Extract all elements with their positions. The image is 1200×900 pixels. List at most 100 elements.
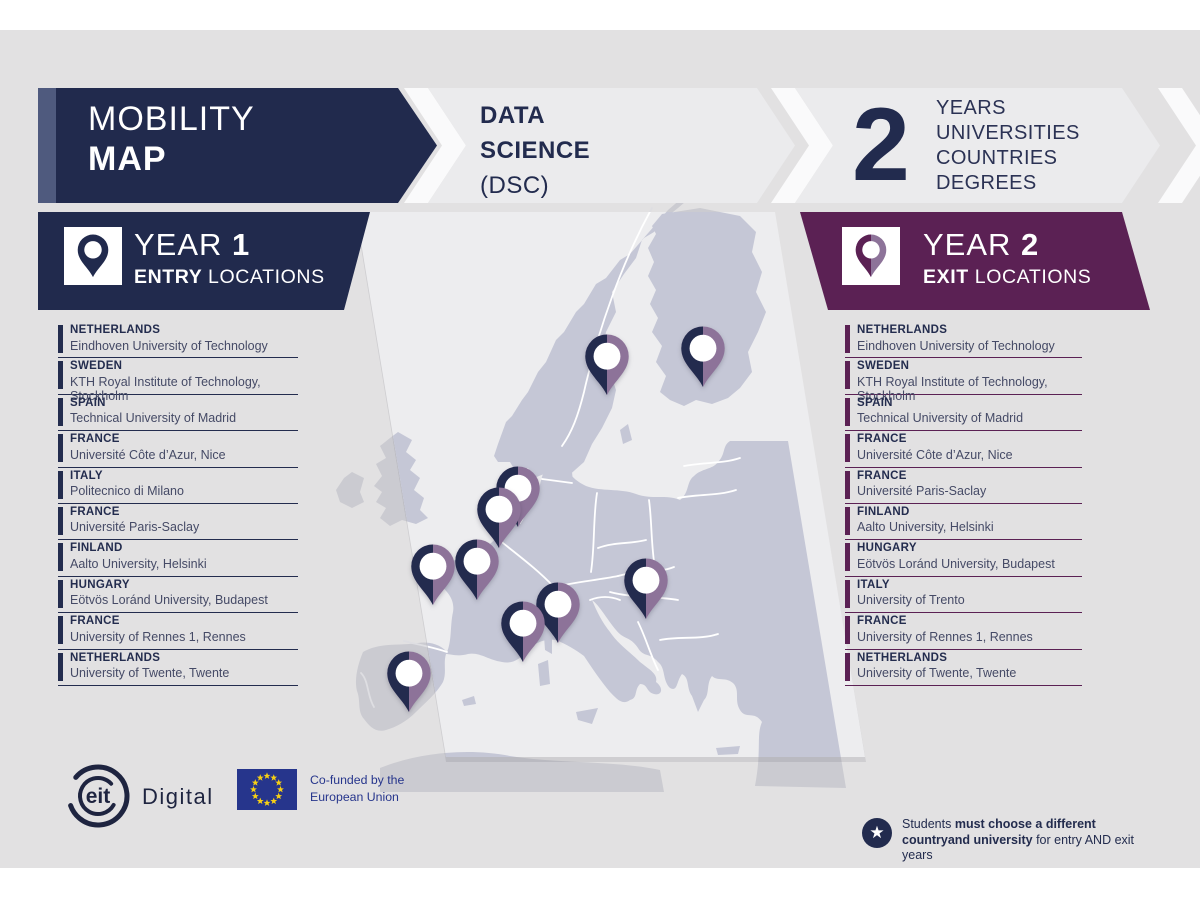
map-pin-milano-trento bbox=[535, 582, 581, 644]
location-accent-bar bbox=[58, 652, 63, 681]
location-item: SWEDEN KTH Royal Institute of Technology… bbox=[58, 358, 298, 403]
location-accent-bar bbox=[845, 361, 850, 390]
year1-entry-list: NETHERLANDS Eindhoven University of Tech… bbox=[58, 322, 298, 686]
location-university: Aalto University, Helsinki bbox=[70, 556, 207, 571]
year2-banner: YEAR 2 EXIT LOCATIONS bbox=[800, 212, 1150, 310]
year2-subtitle: EXIT LOCATIONS bbox=[923, 266, 1092, 288]
location-country: ITALY bbox=[857, 578, 890, 591]
year2-title: YEAR 2 bbox=[923, 227, 1040, 262]
location-country: ITALY bbox=[70, 469, 103, 482]
location-accent-bar bbox=[58, 361, 63, 390]
star-icon: ★ bbox=[869, 823, 885, 842]
location-item: FRANCE Université Côte d’Azur, Nice bbox=[58, 431, 298, 468]
location-accent-bar bbox=[58, 397, 63, 426]
program-line2: SCIENCE bbox=[480, 137, 591, 164]
location-item: FRANCE University of Rennes 1, Rennes bbox=[58, 613, 298, 650]
location-accent-bar bbox=[58, 506, 63, 535]
map-pin-stockholm bbox=[584, 334, 630, 396]
location-country: SWEDEN bbox=[857, 360, 910, 373]
location-accent-bar bbox=[58, 579, 63, 608]
stat-number: 2 bbox=[852, 87, 910, 203]
program-line1: DATA bbox=[480, 102, 546, 129]
page-title: MOBILITY MAP bbox=[88, 99, 255, 179]
location-item: SPAIN Technical University of Madrid bbox=[845, 395, 1082, 432]
location-accent-bar bbox=[845, 616, 850, 645]
stat-item-degrees: DEGREES bbox=[936, 172, 1037, 194]
location-country: SPAIN bbox=[857, 396, 893, 409]
year2-pin-badge bbox=[842, 227, 900, 285]
location-country: NETHERLANDS bbox=[857, 651, 948, 664]
year1-subtitle: ENTRY LOCATIONS bbox=[134, 266, 325, 288]
location-item: HUNGARY Eötvös Loránd University, Budape… bbox=[58, 577, 298, 614]
location-country: FRANCE bbox=[70, 433, 120, 446]
map-pin-eindhoven bbox=[476, 487, 522, 549]
location-accent-bar bbox=[58, 325, 63, 353]
mobility-map-banner bbox=[38, 88, 437, 203]
eu-cofunded-label: Co-funded by the European Union bbox=[310, 772, 404, 805]
location-item: HUNGARY Eötvös Loránd University, Budape… bbox=[845, 540, 1082, 577]
location-accent-bar bbox=[845, 325, 850, 353]
location-university: KTH Royal Institute of Technology, Stock… bbox=[857, 374, 1048, 403]
map-pin-nice bbox=[500, 601, 546, 663]
location-accent-bar bbox=[845, 652, 850, 681]
footnote: Students must choose a different country… bbox=[902, 817, 1135, 862]
location-university: University of Twente, Twente bbox=[70, 666, 230, 681]
map-pin-rennes bbox=[410, 544, 456, 606]
eit-brand-text: Digital bbox=[142, 784, 214, 809]
location-item: FINLAND Aalto University, Helsinki bbox=[58, 540, 298, 577]
location-pin-icon bbox=[855, 234, 887, 278]
location-accent-bar bbox=[58, 434, 63, 463]
location-country: FINLAND bbox=[857, 505, 910, 518]
stats-chevron bbox=[795, 88, 1160, 203]
location-university: Aalto University, Helsinki bbox=[857, 520, 994, 535]
location-accent-bar bbox=[845, 579, 850, 608]
location-country: NETHERLANDS bbox=[857, 324, 948, 336]
stat-item-years: YEARS bbox=[936, 97, 1006, 119]
location-item: NETHERLANDS Eindhoven University of Tech… bbox=[58, 322, 298, 359]
location-accent-bar bbox=[58, 616, 63, 645]
location-accent-bar bbox=[845, 434, 850, 463]
location-university: Eötvös Loránd University, Budapest bbox=[70, 593, 268, 608]
location-country: SWEDEN bbox=[70, 360, 123, 373]
map-pin-helsinki bbox=[680, 326, 726, 388]
location-item: SWEDEN KTH Royal Institute of Technology… bbox=[845, 358, 1082, 403]
location-item: FRANCE University of Rennes 1, Rennes bbox=[845, 613, 1082, 650]
location-university: Université Côte d’Azur, Nice bbox=[857, 447, 1013, 462]
location-university: University of Rennes 1, Rennes bbox=[70, 629, 246, 644]
map-pin-paris-saclay bbox=[454, 539, 500, 601]
location-item: FRANCE Université Paris-Saclay bbox=[845, 468, 1082, 504]
title-line1: MOBILITY bbox=[88, 100, 255, 138]
program-title: DATA SCIENCE (DSC) bbox=[480, 98, 590, 203]
year1-title: YEAR 1 bbox=[134, 227, 251, 262]
location-university: Politecnico di Milano bbox=[70, 484, 184, 499]
location-university: Université Paris-Saclay bbox=[857, 484, 987, 499]
stat-item-universities: UNIVERSITIES bbox=[936, 122, 1080, 144]
year1-banner: YEAR 1 ENTRY LOCATIONS bbox=[38, 212, 370, 310]
location-item: ITALY Politecnico di Milano bbox=[58, 468, 298, 504]
location-country: FRANCE bbox=[857, 469, 907, 482]
location-university: Eötvös Loránd University, Budapest bbox=[857, 556, 1055, 571]
location-university: Eindhoven University of Technology bbox=[857, 338, 1055, 353]
location-country: HUNGARY bbox=[70, 578, 130, 591]
location-accent-bar bbox=[845, 543, 850, 572]
eu-flag-icon bbox=[237, 769, 297, 810]
year1-pin-badge bbox=[64, 227, 122, 285]
location-university: Université Paris-Saclay bbox=[70, 520, 200, 535]
location-country: FRANCE bbox=[70, 615, 120, 628]
location-university: Technical University of Madrid bbox=[857, 411, 1024, 426]
eit-digital-logo: eit Digital bbox=[66, 764, 214, 828]
location-accent-bar bbox=[845, 470, 850, 499]
location-accent-bar bbox=[845, 506, 850, 535]
map-pin-madrid bbox=[386, 651, 432, 713]
program-line3: (DSC) bbox=[480, 172, 550, 199]
location-country: NETHERLANDS bbox=[70, 324, 161, 336]
location-university: KTH Royal Institute of Technology, Stock… bbox=[70, 374, 261, 403]
stat-items: YEARS UNIVERSITIES COUNTRIES DEGREES bbox=[936, 96, 1080, 196]
location-item: NETHERLANDS Eindhoven University of Tech… bbox=[845, 322, 1082, 359]
location-accent-bar bbox=[845, 397, 850, 426]
location-item: NETHERLANDS University of Twente, Twente bbox=[58, 650, 298, 686]
location-university: University of Twente, Twente bbox=[857, 666, 1017, 681]
location-university: Technical University of Madrid bbox=[70, 411, 237, 426]
note-star-badge: ★ bbox=[862, 818, 892, 848]
